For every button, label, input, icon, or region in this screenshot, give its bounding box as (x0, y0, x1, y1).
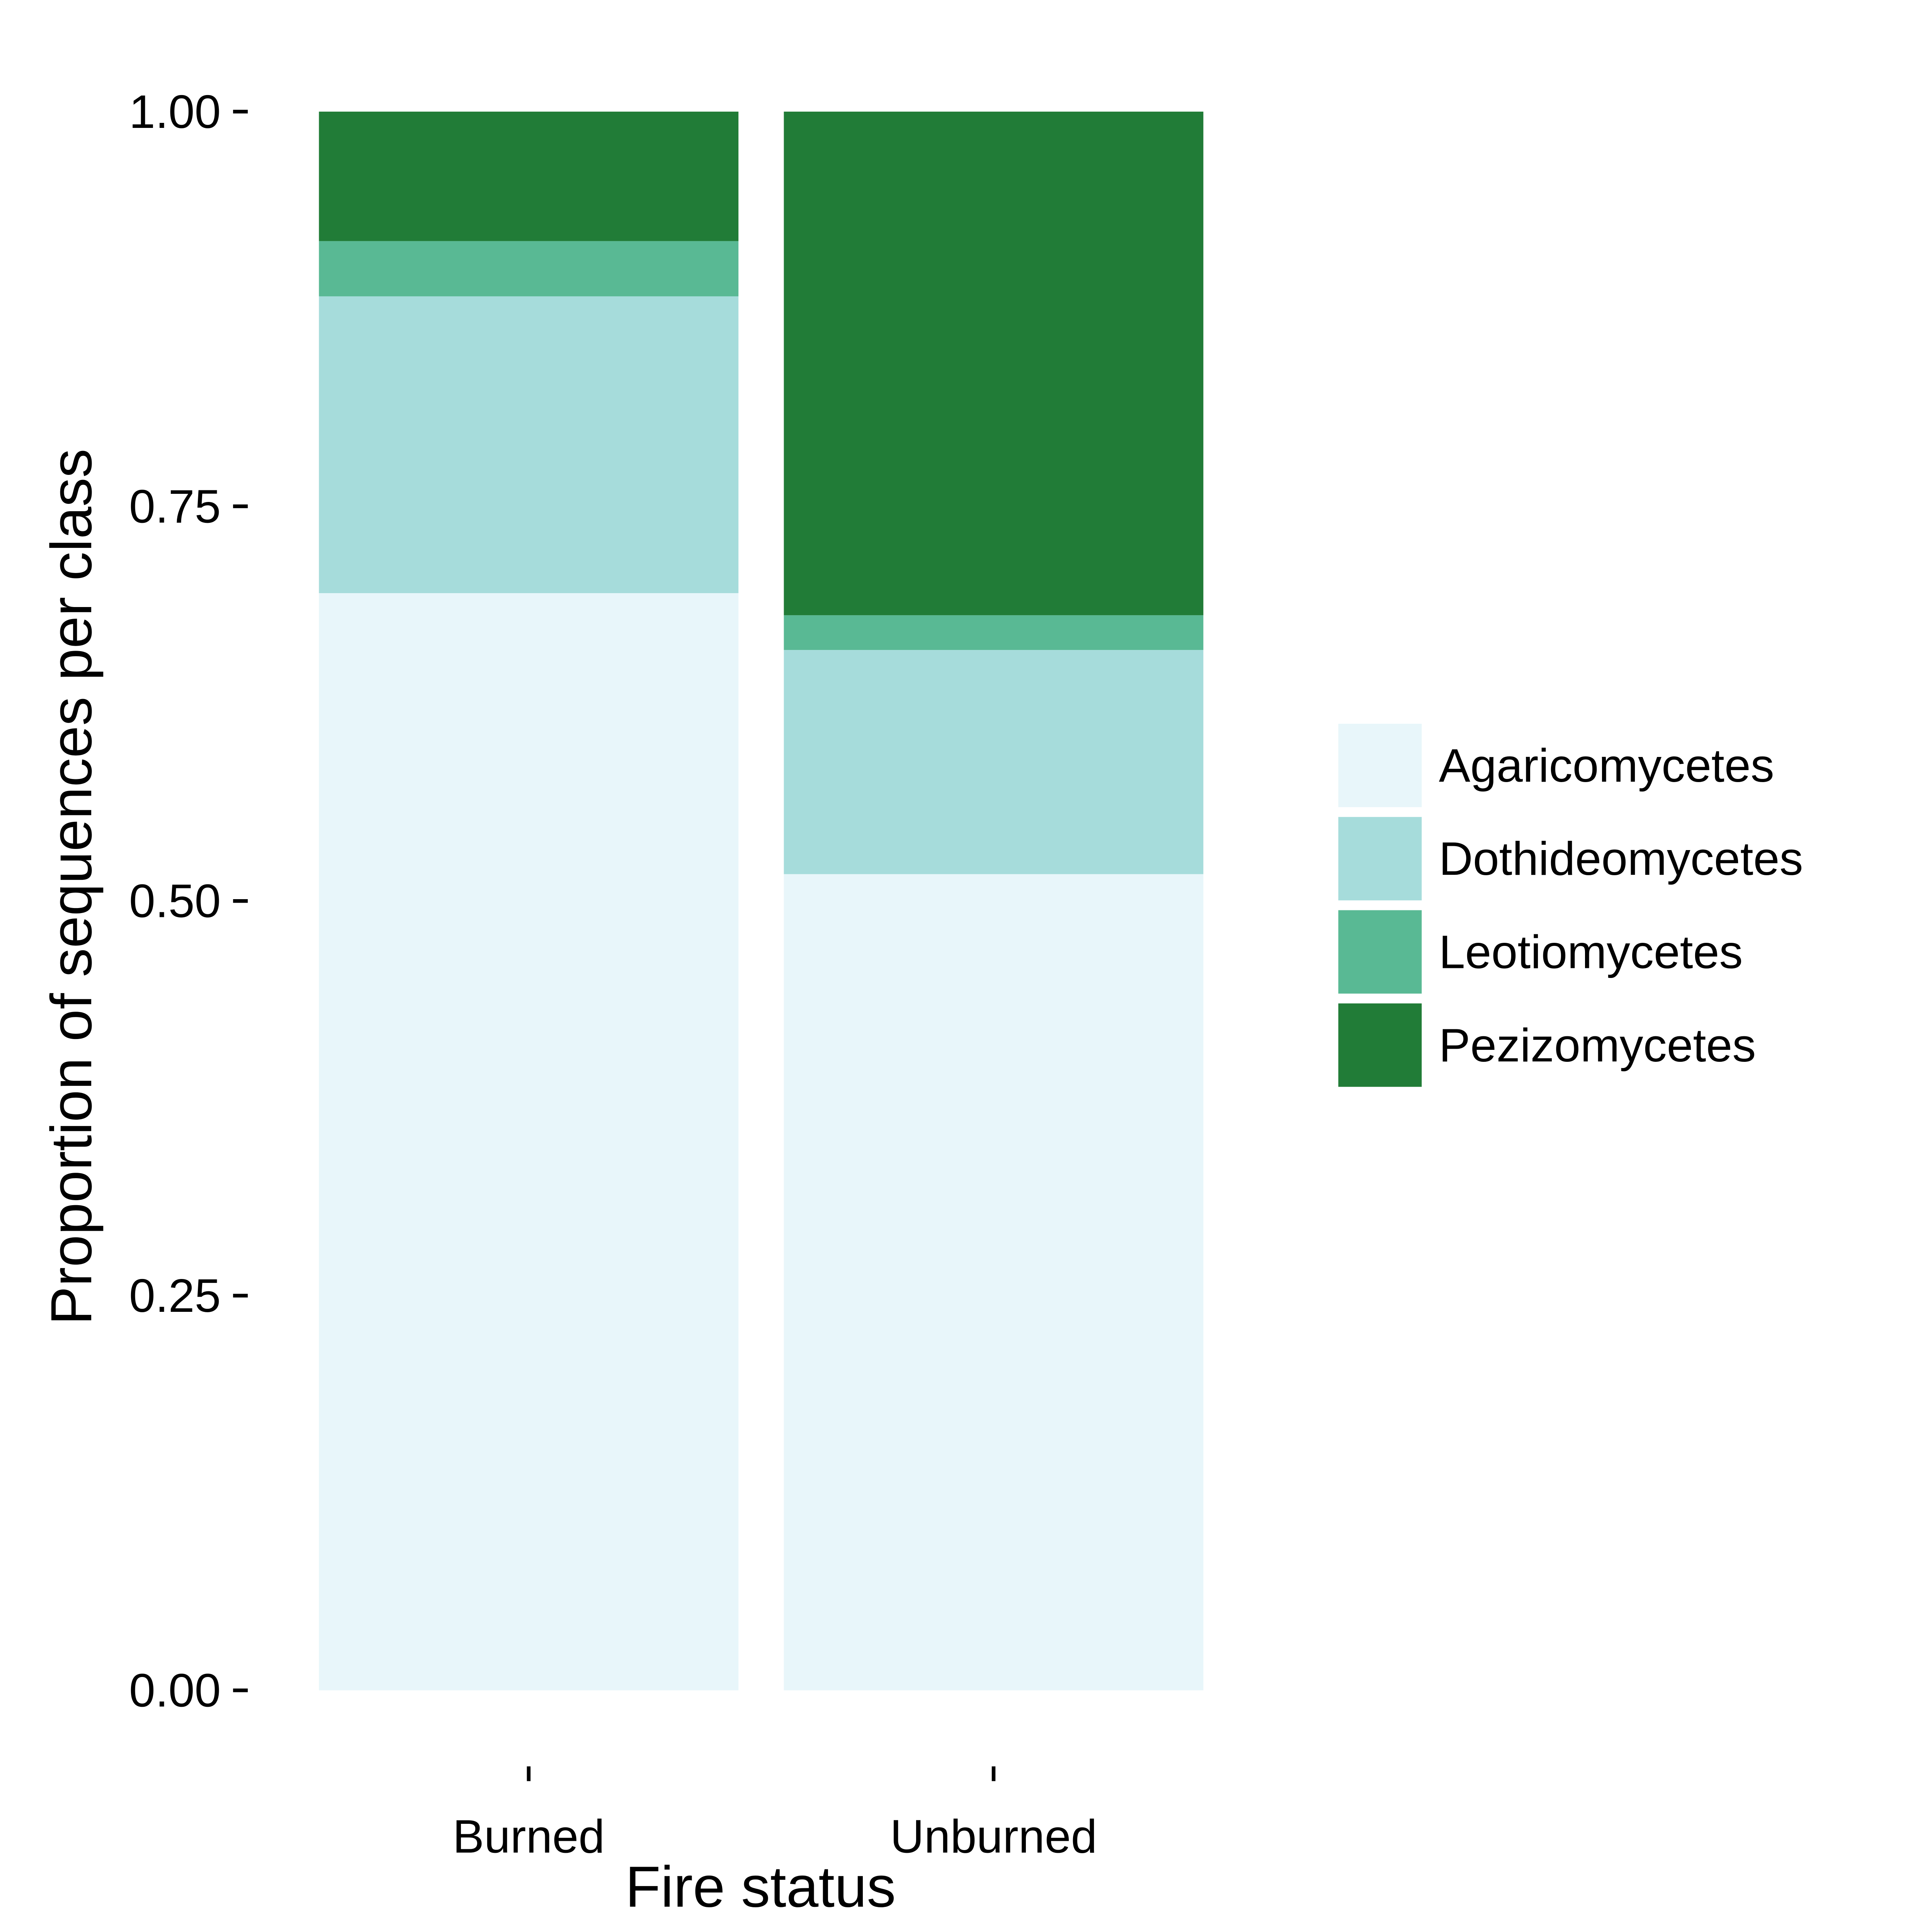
y-axis-title: Proportion of sequences per class (39, 449, 104, 1325)
legend-key-leotiomycetes (1338, 910, 1422, 994)
y-tick-label: 0.00 (129, 1664, 221, 1717)
legend: Agaricomycetes Dothideomycetes Leotiomycet… (1338, 724, 1803, 1087)
bar-segment-burned-dothideomycetes (319, 296, 739, 594)
x-axis-title: Fire status (625, 1854, 896, 1919)
bar-segment-unburned-dothideomycetes (784, 650, 1204, 874)
legend-label: Leotiomycetes (1439, 925, 1743, 978)
y-tick-label: 0.25 (129, 1269, 221, 1322)
y-tick-label: 0.50 (129, 875, 221, 927)
legend-label: Agaricomycetes (1439, 739, 1774, 792)
bar-segment-unburned-leotiomycetes (784, 615, 1204, 650)
legend-key-pezizomycetes (1338, 1003, 1422, 1087)
legend-key-dothideomycetes (1338, 817, 1422, 901)
bar-segment-burned-agaricomycetes (319, 593, 739, 1690)
legend-label: Pezizomycetes (1439, 1019, 1756, 1071)
y-tick-label: 0.75 (129, 480, 221, 532)
x-tick-label: Burned (453, 1810, 605, 1862)
y-axis: 0.00 0.25 0.50 0.75 1.00 (129, 85, 248, 1717)
bar-segment-burned-leotiomycetes (319, 241, 739, 296)
bars-layer (319, 111, 1204, 1690)
x-tick-label: Unburned (890, 1810, 1097, 1862)
legend-key-agaricomycetes (1338, 724, 1422, 807)
y-tick-label: 1.00 (129, 85, 221, 138)
legend-label: Dothideomycetes (1439, 832, 1803, 885)
x-axis: Burned Unburned (453, 1766, 1097, 1862)
bar-segment-unburned-agaricomycetes (784, 874, 1204, 1690)
bar-segment-unburned-pezizomycetes (784, 111, 1204, 616)
bar-segment-burned-pezizomycetes (319, 111, 739, 241)
